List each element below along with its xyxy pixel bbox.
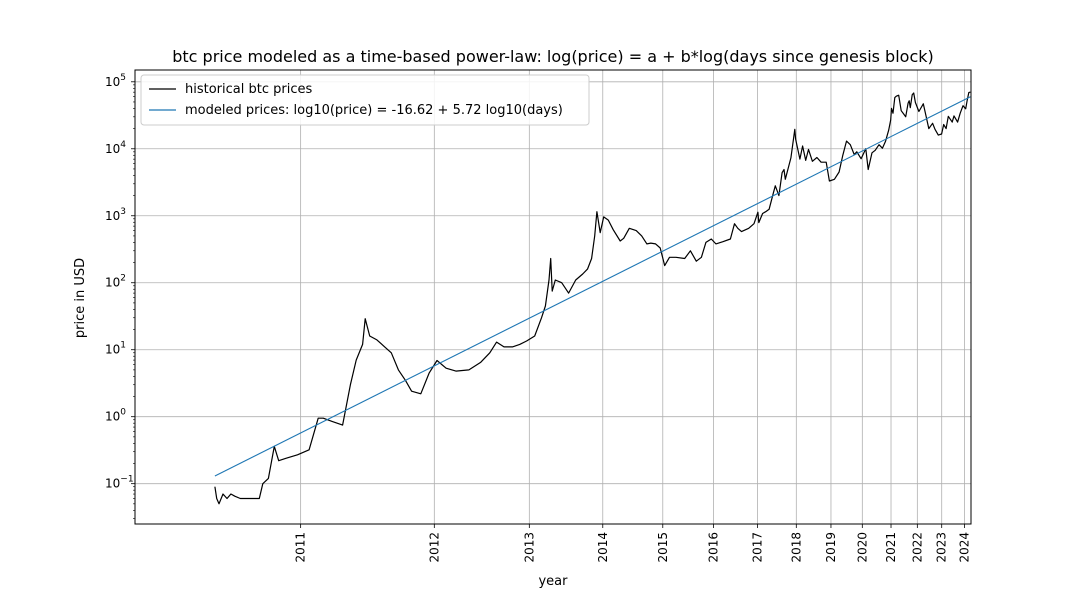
y-tick-label: 103 xyxy=(105,207,126,223)
x-tick-label: 2023 xyxy=(935,532,949,563)
y-tick-label: 10−1 xyxy=(105,475,134,491)
x-tick-label: 2015 xyxy=(656,532,670,563)
x-tick-label: 2018 xyxy=(789,532,803,563)
x-tick-label: 2020 xyxy=(855,532,869,563)
legend-box xyxy=(140,74,590,126)
chart-title: btc price modeled as a time-based power-… xyxy=(172,47,934,66)
y-tick-label: 100 xyxy=(105,408,126,424)
x-gridlines xyxy=(300,70,965,524)
y-ticks: 10−1 100 101 102 103 104 105 xyxy=(105,73,135,519)
y-tick-label: 105 xyxy=(105,73,126,89)
legend-label-historical: historical btc prices xyxy=(185,82,312,97)
x-tick-label: 2012 xyxy=(427,532,441,563)
x-tick-label: 2024 xyxy=(957,532,971,563)
x-tick-label: 2016 xyxy=(707,532,721,563)
x-ticks: 2011 2012 2013 2014 2015 2016 2017 2018 2019 2020… xyxy=(294,524,971,563)
series-layer xyxy=(214,91,971,505)
y-tick-label: 101 xyxy=(105,341,126,357)
historical-price-line xyxy=(214,91,971,505)
x-tick-label: 2017 xyxy=(751,532,765,563)
x-tick-label: 2014 xyxy=(596,532,610,563)
y-tick-label: 104 xyxy=(105,140,126,156)
x-tick-label: 2011 xyxy=(294,532,308,563)
y-tick-label: 102 xyxy=(105,274,126,290)
legend-label-modeled: modeled prices: log10(price) = -16.62 + … xyxy=(185,103,563,118)
y-axis-label: price in USD xyxy=(73,258,88,338)
modeled-price-line xyxy=(214,96,971,477)
x-tick-label: 2013 xyxy=(522,532,536,563)
x-tick-label: 2019 xyxy=(824,532,838,563)
x-axis-label: year xyxy=(538,574,568,589)
legend: historical btc prices modeled prices: lo… xyxy=(140,74,590,126)
plot-frame xyxy=(134,69,972,525)
x-tick-label: 2022 xyxy=(910,532,924,563)
x-tick-label: 2021 xyxy=(884,532,898,563)
